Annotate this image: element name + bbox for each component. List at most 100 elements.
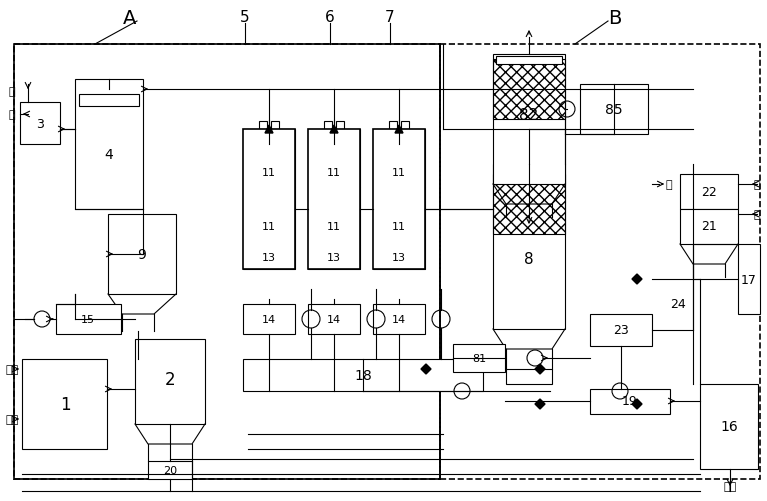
Text: 13: 13 [327, 253, 341, 263]
Text: 23: 23 [613, 324, 629, 337]
Bar [308, 158, 360, 188]
Bar [135, 339, 205, 424]
Bar [22, 359, 107, 449]
Text: 18: 18 [354, 368, 372, 382]
Bar [308, 130, 360, 270]
Text: A: A [123, 9, 137, 28]
Text: 82: 82 [519, 107, 538, 122]
Text: 13: 13 [262, 253, 276, 263]
Bar [259, 122, 267, 130]
Bar [243, 158, 295, 188]
Text: 15: 15 [81, 314, 95, 324]
Bar [14, 45, 440, 479]
Bar [738, 244, 760, 314]
Text: 11: 11 [392, 168, 406, 178]
Text: 7: 7 [385, 11, 395, 26]
Bar [243, 245, 295, 270]
Bar [493, 165, 565, 329]
Bar [389, 122, 397, 130]
Text: 11: 11 [262, 221, 276, 231]
Polygon shape [330, 126, 338, 134]
Bar [308, 130, 360, 158]
Bar [680, 209, 738, 244]
Text: 11: 11 [327, 221, 341, 231]
Text: 4: 4 [104, 148, 114, 162]
Polygon shape [632, 275, 642, 285]
Text: 水: 水 [754, 180, 760, 189]
Polygon shape [395, 126, 403, 134]
Text: 残渣: 残渣 [723, 481, 736, 491]
Bar [373, 245, 425, 270]
Bar [373, 130, 425, 158]
Text: 6: 6 [325, 11, 335, 26]
Text: 8: 8 [524, 252, 534, 267]
Text: 11: 11 [262, 168, 276, 178]
Polygon shape [535, 364, 545, 374]
Text: 81: 81 [472, 353, 486, 363]
Bar [20, 103, 60, 145]
Text: 空气: 空气 [5, 414, 18, 424]
Text: 13: 13 [392, 253, 406, 263]
Text: 水: 水 [754, 209, 760, 219]
Bar [493, 175, 565, 234]
Bar [590, 314, 652, 346]
Bar [373, 207, 425, 245]
Bar [453, 344, 505, 372]
Bar [373, 130, 425, 270]
Text: 3: 3 [36, 117, 44, 130]
Polygon shape [535, 399, 545, 409]
Text: 水: 水 [8, 87, 15, 97]
Text: 水: 水 [666, 180, 673, 189]
Bar [243, 207, 295, 245]
Text: 16: 16 [720, 419, 738, 433]
Bar [243, 359, 483, 391]
Bar [243, 305, 295, 334]
Text: 1: 1 [60, 395, 71, 413]
Text: 85: 85 [605, 103, 623, 117]
Bar [496, 57, 562, 65]
Bar [148, 461, 192, 479]
Bar [336, 122, 344, 130]
Bar [324, 122, 332, 130]
Bar [243, 130, 295, 270]
Bar [243, 188, 295, 207]
Bar [700, 384, 758, 469]
Bar [590, 389, 670, 414]
Text: 14: 14 [392, 314, 406, 324]
Text: 24: 24 [670, 298, 686, 311]
Text: 11: 11 [392, 221, 406, 231]
Bar [493, 55, 565, 185]
Text: 5: 5 [240, 11, 250, 26]
Text: 20: 20 [163, 465, 177, 475]
Text: 14: 14 [262, 314, 276, 324]
Text: 水: 水 [8, 110, 15, 120]
Bar [401, 122, 409, 130]
Polygon shape [632, 399, 642, 409]
Text: 2: 2 [165, 370, 176, 388]
Text: 22: 22 [701, 185, 717, 198]
Bar [493, 60, 565, 120]
Bar [308, 245, 360, 270]
Polygon shape [421, 364, 431, 374]
Bar [373, 158, 425, 188]
Text: 9: 9 [137, 247, 146, 262]
Bar [308, 207, 360, 245]
Bar [373, 188, 425, 207]
Bar [506, 369, 552, 384]
Bar [496, 168, 562, 178]
Bar [75, 80, 143, 209]
Text: 14: 14 [327, 314, 341, 324]
Bar [243, 130, 295, 158]
Text: B: B [608, 9, 622, 28]
Bar [680, 175, 738, 209]
Text: 19: 19 [622, 395, 638, 408]
Bar [79, 95, 139, 107]
Bar [308, 305, 360, 334]
Text: 硫磺: 硫磺 [5, 364, 18, 374]
Text: 11: 11 [327, 168, 341, 178]
Text: 21: 21 [701, 220, 717, 233]
Bar [580, 85, 648, 135]
Bar [108, 214, 176, 295]
Bar [373, 305, 425, 334]
Bar [56, 305, 121, 334]
